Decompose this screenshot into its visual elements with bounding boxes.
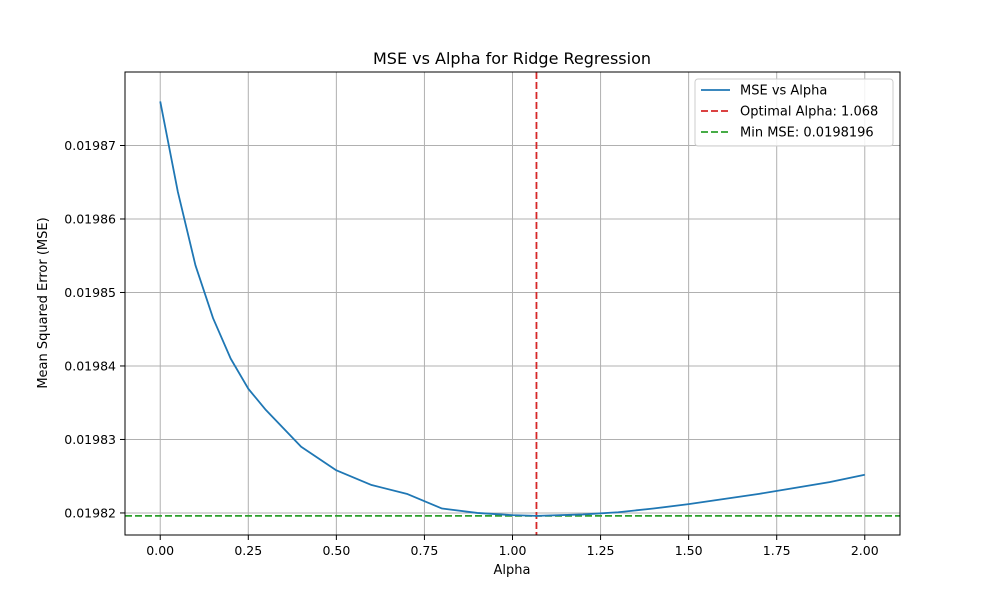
y-axis-ticks: 0.01982 0.01983 0.01984 0.01985 0.01986 0.019…	[64, 138, 125, 520]
x-tick-label: 1.25	[587, 543, 615, 558]
x-tick-label: 0.75	[411, 543, 439, 558]
reference-lines	[125, 72, 900, 535]
x-axis-label: Alpha	[494, 563, 531, 578]
legend: MSE vs Alpha Optimal Alpha: 1.068 Min MSE:…	[694, 78, 894, 147]
x-tick-label: 0.25	[234, 543, 262, 558]
y-tick-label: 0.01987	[64, 138, 116, 153]
x-tick-label: 1.00	[499, 543, 527, 558]
legend-label: Min MSE: 0.0198196	[740, 126, 874, 141]
y-tick-label: 0.01984	[64, 358, 116, 373]
chart-title: MSE vs Alpha for Ridge Regression	[373, 49, 651, 68]
x-axis-ticks: 0.00 0.25 0.50 0.75 1.00 1.25 1.50 1.75 2.00	[146, 535, 879, 558]
legend-label: Optimal Alpha: 1.068	[740, 105, 878, 120]
legend-label: MSE vs Alpha	[740, 84, 827, 99]
x-tick-label: 0.00	[146, 543, 174, 558]
x-tick-label: 0.50	[322, 543, 350, 558]
x-tick-label: 2.00	[851, 543, 879, 558]
y-tick-label: 0.01982	[64, 505, 116, 520]
series-line	[159, 101, 865, 517]
x-tick-label: 1.75	[763, 543, 791, 558]
y-tick-label: 0.01983	[64, 432, 116, 447]
y-tick-label: 0.01985	[64, 285, 116, 300]
legend-box	[694, 78, 894, 147]
series-group	[159, 101, 865, 517]
x-tick-label: 1.50	[675, 543, 703, 558]
y-axis-label: Mean Squared Error (MSE)	[36, 217, 51, 388]
y-tick-label: 0.01986	[64, 211, 116, 226]
grid	[125, 72, 900, 535]
